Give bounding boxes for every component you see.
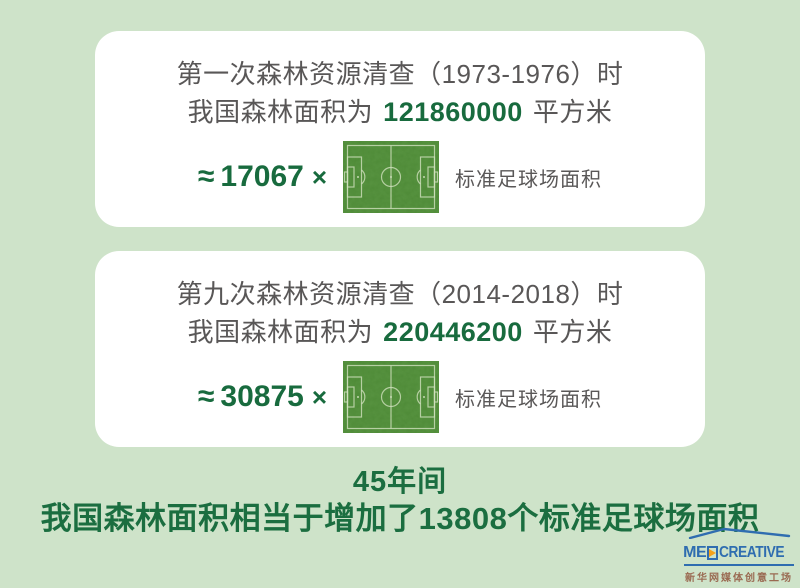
approx-symbol: ≈ [197,160,215,193]
brand-suffix: CREATIVE [719,544,785,561]
multiplier-value: 17067 [220,160,304,193]
multiplier-row: ≈17067 × [95,141,705,213]
survey-title: 第九次森林资源清查（2014-2018）时 [176,279,624,309]
area-sentence: 我国森林面积为 121860000 平方米 [95,93,705,131]
field-label: 标准足球场面积 [455,168,603,191]
play-icon [707,546,719,560]
area-sentence-suffix: 平方米 [532,317,613,347]
conclusion-title: 45年间 [352,466,448,498]
brand-subtitle: 新华网媒体创意工场 [684,564,794,584]
field-label: 标准足球场面积 [455,388,603,411]
area-sentence-prefix: 我国森林面积为 [187,97,374,127]
area-value: 121860000 [383,97,523,127]
multiplier-value: 30875 [220,380,304,413]
football-field-image [343,141,440,213]
area-sentence: 我国森林面积为 220446200 平方米 [95,313,705,351]
survey-card-2: 第九次森林资源清查（2014-2018）时 我国森林面积为 220446200 平方… [95,251,705,447]
brand-logo: ME CREATIVE 新华网媒体创意工场 [683,526,794,584]
times-symbol: × [311,162,328,192]
survey-card-1: 第一次森林资源清查（1973-1976）时 我国森林面积为 121860000 平方… [95,31,705,227]
conclusion-text: 我国森林面积相当于增加了13808个标准足球场面积 [40,501,760,536]
brand-prefix: ME [683,544,707,561]
football-field-image [343,361,440,433]
times-symbol: × [311,382,328,412]
survey-title: 第一次森林资源清查（1973-1976）时 [176,59,624,89]
brand-roof-icon [688,527,791,540]
area-sentence-suffix: 平方米 [532,97,613,127]
area-sentence-prefix: 我国森林面积为 [187,317,374,347]
area-value: 220446200 [383,317,523,347]
approx-multiplier: ≈17067 × [198,160,327,194]
approx-symbol: ≈ [197,380,215,413]
brand-text: ME CREATIVE [683,544,794,562]
approx-multiplier: ≈30875 × [198,380,327,414]
multiplier-row: ≈30875 × [95,361,705,433]
